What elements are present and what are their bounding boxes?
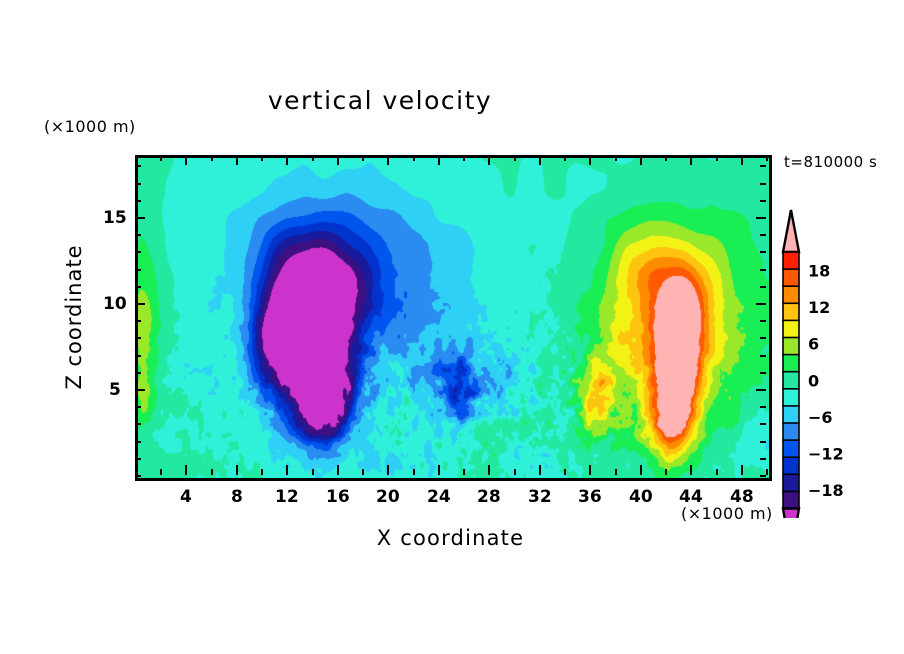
colorbar-band [782, 336, 800, 356]
colorbar-tick-label: 18 [808, 261, 830, 280]
colorbar-band [782, 490, 800, 510]
colorbar-band [782, 353, 800, 373]
colorbar-tick-label: −12 [808, 445, 844, 464]
colorbar-band [782, 319, 800, 339]
contour-plot-area [135, 155, 772, 481]
axis-tick-label: 4 [180, 487, 192, 507]
time-label: t=810000 s [784, 153, 878, 171]
axis-tick-label: 40 [629, 487, 653, 507]
colorbar-band [782, 268, 800, 288]
vertical-velocity-field [138, 158, 769, 478]
axis-tick-label: 20 [376, 487, 400, 507]
colorbar-band [782, 251, 800, 271]
colorbar-tick-label: 0 [808, 371, 819, 390]
colorbar-band [782, 422, 800, 442]
colorbar-under-arrow [781, 507, 801, 557]
colorbar-band [782, 456, 800, 476]
colorbar-band [782, 439, 800, 459]
x-axis-unit-label: (×1000 m) [681, 504, 773, 523]
y-axis-title: Z coordinate [62, 244, 86, 390]
axis-tick-label: 5 [109, 380, 121, 400]
colorbar-band [782, 473, 800, 493]
colorbar-tick-label: 12 [808, 298, 830, 317]
colorbar: 18 12 6 0 −6 −12 −18 [779, 208, 899, 557]
y-axis-unit-label: (×1000 m) [44, 117, 136, 136]
colorbar-tick-label: −6 [808, 408, 833, 427]
colorbar-band [782, 302, 800, 322]
axis-tick-label: 28 [477, 487, 501, 507]
axis-tick-label: 10 [103, 294, 127, 314]
colorbar-over-arrow [781, 209, 801, 254]
colorbar-tick-label: 6 [808, 335, 819, 354]
axis-tick-label: 15 [103, 208, 127, 228]
colorbar-band [782, 285, 800, 305]
colorbar-band [782, 405, 800, 425]
axis-tick-label: 32 [528, 487, 552, 507]
colorbar-band [782, 370, 800, 390]
page-title: vertical velocity [267, 86, 493, 115]
colorbar-tick-label: −18 [808, 481, 844, 500]
colorbar-band [782, 388, 800, 408]
axis-tick-label: 24 [427, 487, 451, 507]
x-axis-title: X coordinate [376, 526, 525, 550]
axis-tick-label: 8 [231, 487, 243, 507]
axis-tick-label: 16 [326, 487, 350, 507]
axis-tick-label: 36 [578, 487, 602, 507]
axis-tick-label: 12 [275, 487, 299, 507]
